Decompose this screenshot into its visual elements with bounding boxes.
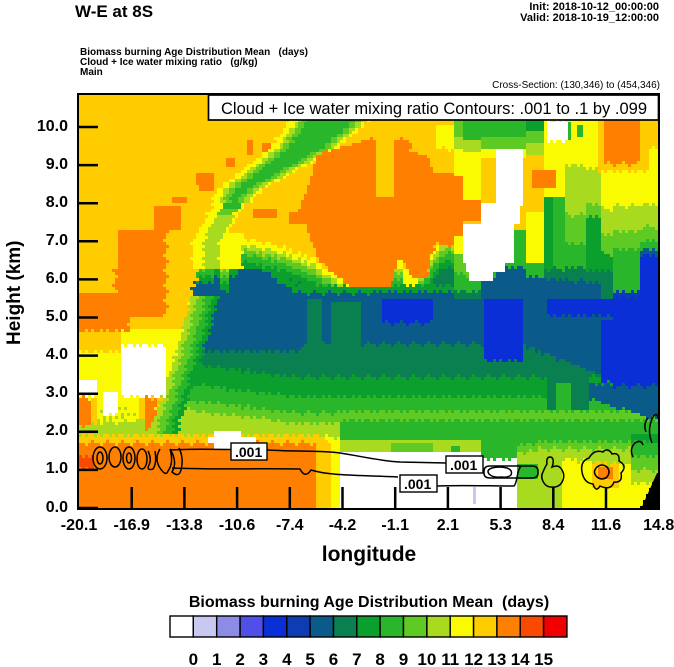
svg-text:.001: .001 — [404, 476, 431, 492]
svg-text:Cloud + Ice water mixing ratio: Cloud + Ice water mixing ratio Contours:… — [221, 100, 647, 118]
svg-text:.001: .001 — [450, 457, 477, 473]
svg-text:.001: .001 — [235, 444, 262, 460]
